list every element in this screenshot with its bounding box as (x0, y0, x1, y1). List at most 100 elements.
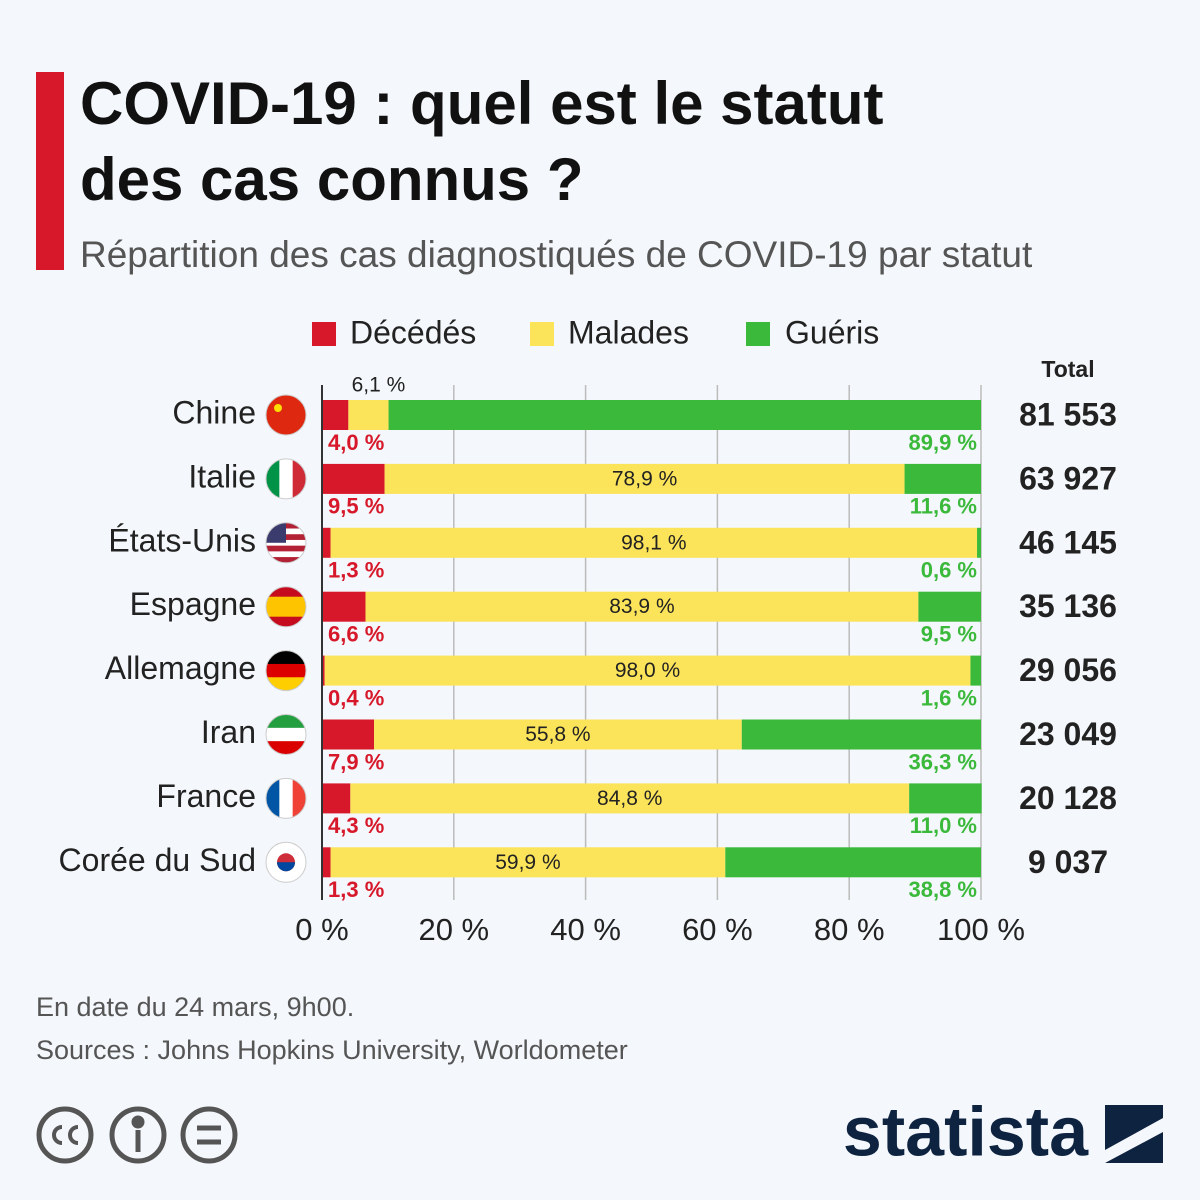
flag-stripe (266, 778, 280, 819)
flag-stripe (266, 616, 306, 627)
value-label: 55,8 % (525, 723, 590, 746)
bar-segment (322, 847, 331, 878)
legend-label: Décédés (350, 314, 476, 350)
x-tick-label: 0 % (295, 912, 348, 947)
value-label: 89,9 % (909, 430, 978, 455)
bar-segment (322, 655, 325, 686)
bar-segment (322, 463, 385, 494)
flag (265, 650, 307, 692)
value-label: 59,9 % (495, 851, 560, 874)
bar-segment (909, 783, 982, 814)
x-tick-label: 20 % (418, 912, 489, 947)
total-label: 46 145 (1019, 524, 1117, 560)
flag-star (274, 404, 282, 412)
note: En date du 24 mars, 9h00. (36, 992, 354, 1022)
value-label: 1,3 % (328, 558, 384, 583)
value-label: 6,6 % (328, 622, 384, 647)
flag-stripe (266, 557, 306, 563)
flag-border (265, 714, 307, 755)
subtitle: Répartition des cas diagnostiqués de COV… (80, 234, 1033, 275)
value-label: 6,1 % (352, 374, 406, 397)
bar-segment (330, 527, 978, 558)
value-label: 0,4 % (328, 685, 384, 710)
flag-stripe (279, 458, 294, 499)
value-label: 7,9 % (328, 749, 384, 774)
bar-segment (324, 655, 971, 686)
category-label: Allemagne (105, 650, 256, 686)
flag-stripe (266, 677, 306, 691)
flag-stripe (266, 663, 306, 678)
legend-swatch (530, 322, 554, 346)
bar-segment (330, 847, 726, 878)
flag-stripe (266, 596, 306, 608)
flag-border (265, 777, 307, 819)
bar-segment (348, 400, 389, 430)
value-label: 98,1 % (621, 531, 686, 554)
category-label: Chine (172, 394, 256, 430)
flag-border (265, 394, 307, 436)
brand: statista (843, 1092, 1089, 1170)
total-label: 29 056 (1019, 652, 1117, 688)
value-label: 0,6 % (921, 558, 977, 583)
x-tick-label: 100 % (937, 912, 1025, 947)
value-label: 98,0 % (615, 659, 680, 682)
bar-segment (725, 847, 981, 878)
flag-stripe (266, 586, 306, 598)
flag (265, 841, 307, 883)
category-label: Iran (201, 714, 256, 750)
bar-segment (384, 463, 905, 494)
value-label: 78,9 % (612, 467, 677, 490)
bar-segment (350, 783, 910, 814)
accent-bar (36, 72, 64, 270)
total-label: 35 136 (1019, 588, 1117, 624)
category-label: Italie (188, 458, 256, 494)
flag-stripe (266, 650, 306, 665)
total-header: Total (1041, 356, 1094, 382)
total-label: 63 927 (1019, 460, 1117, 496)
flag-stripe (266, 539, 306, 547)
total-label: 9 037 (1028, 844, 1108, 880)
flag-stripe (292, 778, 306, 819)
brand-logo (1105, 1105, 1163, 1163)
flag-taeguk (277, 862, 295, 872)
flag-stripe (266, 727, 306, 742)
value-label: 4,0 % (328, 430, 384, 455)
flag-stripe (266, 714, 306, 729)
license-icons (36, 1106, 238, 1164)
flag-stripe (266, 458, 280, 499)
category-label: France (156, 778, 256, 814)
total-label: 23 049 (1019, 716, 1117, 752)
value-label: 9,5 % (921, 622, 977, 647)
value-label: 83,9 % (609, 595, 674, 618)
x-tick-label: 60 % (682, 912, 753, 947)
flag-stripe (279, 778, 294, 819)
value-label: 1,3 % (328, 877, 384, 902)
bar-segment (322, 783, 351, 814)
category-label: Espagne (130, 586, 256, 622)
flag-border (265, 458, 307, 500)
flag (265, 522, 307, 564)
flag-stripe (266, 545, 306, 552)
bar-segment (904, 463, 981, 494)
value-label: 1,6 % (921, 685, 977, 710)
flag-stripe (266, 741, 306, 755)
bar-segment (918, 591, 981, 622)
bar-segment (977, 527, 981, 558)
flag-stripe (266, 395, 306, 435)
total-label: 81 553 (1019, 396, 1117, 432)
legend-label: Guéris (785, 314, 879, 350)
flag-border (265, 586, 307, 628)
value-label: 36,3 % (909, 749, 978, 774)
flag-stripe (266, 551, 306, 558)
category-label: Corée du Sud (59, 842, 256, 878)
flag-stripe (266, 606, 306, 618)
flag (265, 458, 307, 500)
legend-swatch (312, 322, 336, 346)
value-label: 11,0 % (910, 813, 977, 838)
bar-segment (374, 719, 742, 750)
flag-border (265, 650, 307, 692)
chart-title: COVID-19 : quel est le statut des cas co… (80, 70, 884, 213)
x-tick-label: 80 % (814, 912, 885, 947)
